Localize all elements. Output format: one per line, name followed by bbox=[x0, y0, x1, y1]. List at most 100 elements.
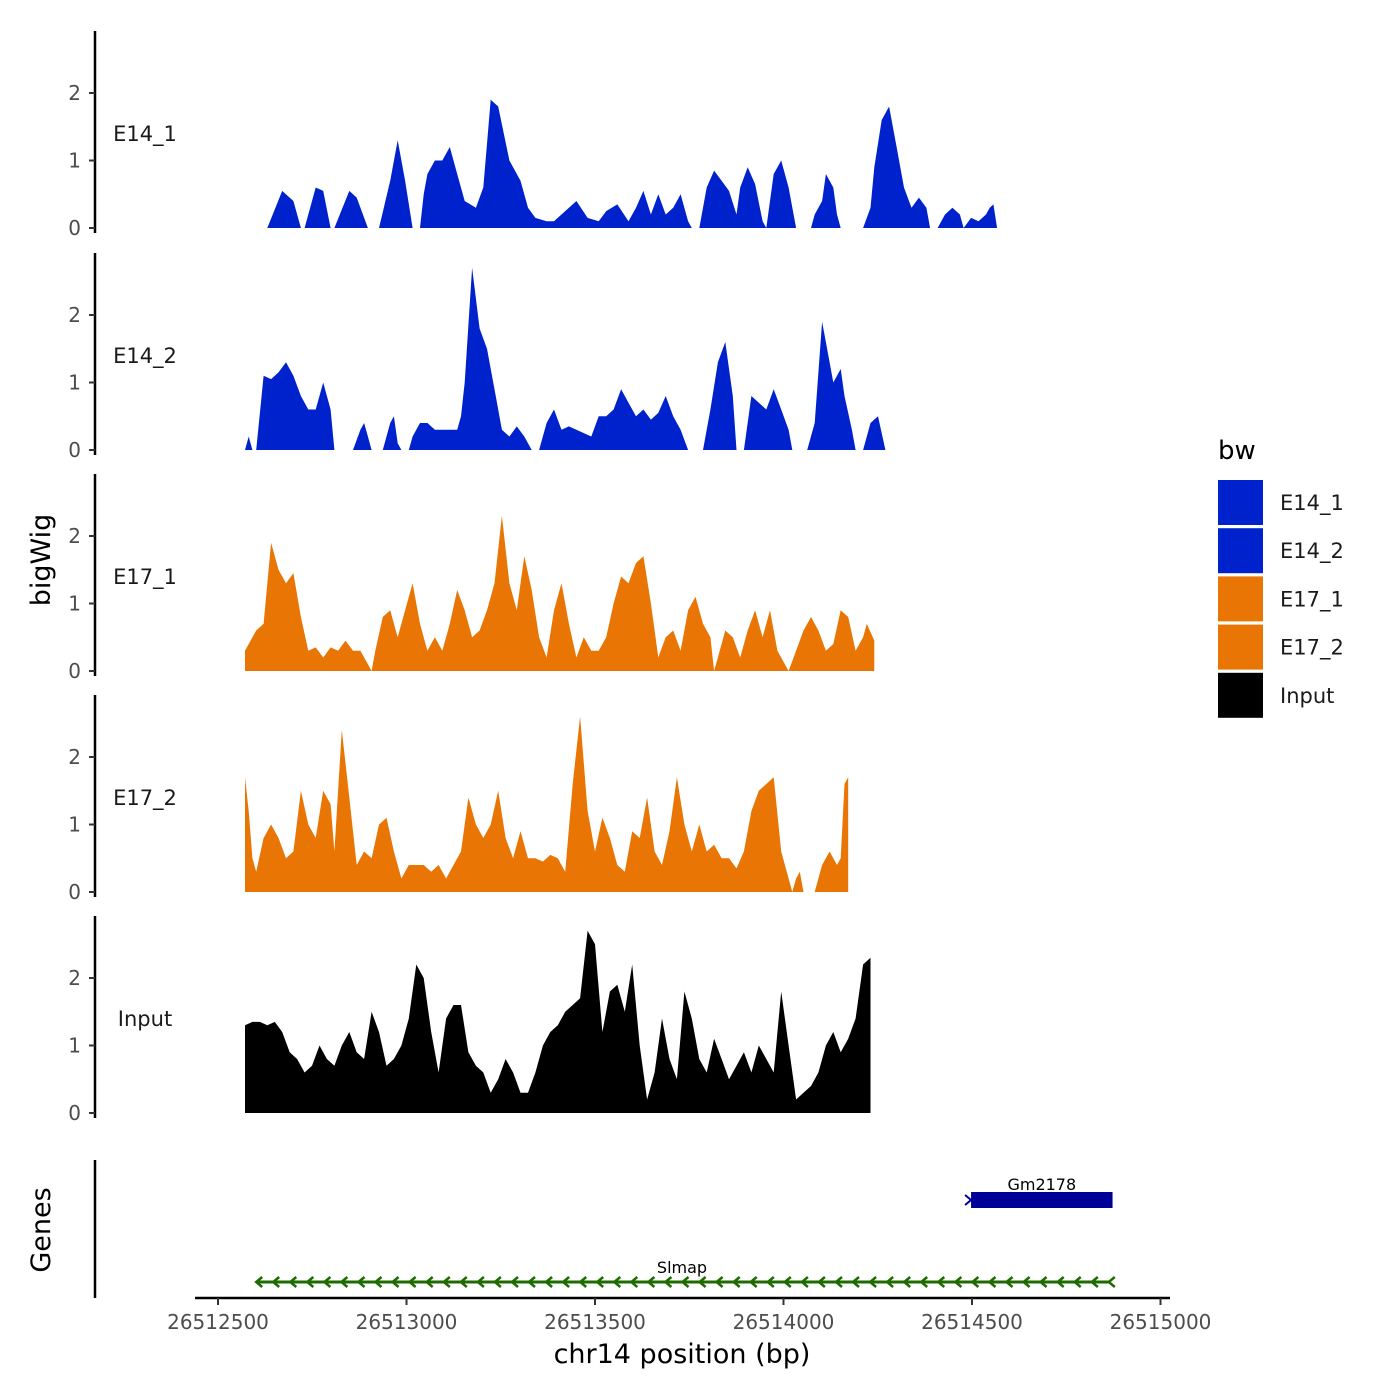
strand-arrow bbox=[612, 1276, 622, 1288]
track-label: Input bbox=[118, 1007, 172, 1031]
strand-arrow bbox=[322, 1276, 332, 1288]
strand-arrow bbox=[254, 1276, 264, 1288]
strand-arrow bbox=[475, 1276, 485, 1288]
strand-arrow bbox=[885, 1276, 894, 1288]
strand-arrow bbox=[339, 1276, 349, 1288]
y-tick-label: 1 bbox=[68, 813, 81, 837]
strand-arrow bbox=[407, 1276, 417, 1288]
coverage-area bbox=[743, 389, 793, 450]
legend-item-e14-2: E14_2 bbox=[1218, 528, 1344, 574]
track-label: E14_1 bbox=[113, 122, 177, 147]
strand-arrow bbox=[765, 1276, 775, 1288]
strand-arrow bbox=[919, 1276, 929, 1288]
y-tick-label: 2 bbox=[68, 745, 81, 769]
y-tick-label: 2 bbox=[68, 524, 81, 548]
legend-label: E14_2 bbox=[1280, 539, 1344, 564]
coverage-area bbox=[245, 362, 339, 450]
legend-swatch bbox=[1218, 576, 1263, 622]
x-tick-label: 26513500 bbox=[544, 1310, 646, 1334]
track-label: E17_2 bbox=[113, 786, 177, 811]
legend-item-e17-2: E17_2 bbox=[1218, 624, 1344, 670]
strand-arrow bbox=[868, 1276, 877, 1288]
strand-arrow bbox=[782, 1276, 792, 1288]
y-tick-label: 1 bbox=[68, 1034, 81, 1058]
strand-arrow bbox=[629, 1276, 639, 1288]
strand-arrow bbox=[680, 1276, 690, 1288]
strand-arrow bbox=[288, 1276, 298, 1288]
strand-arrow bbox=[834, 1276, 843, 1288]
gene-exon bbox=[971, 1192, 1113, 1208]
genes-panel: Gm2178 Slmap bbox=[93, 1160, 1116, 1298]
x-tick-label: 26515000 bbox=[1110, 1310, 1212, 1334]
strand-arrow bbox=[646, 1276, 656, 1288]
gene-label: Gm2178 bbox=[1007, 1175, 1076, 1194]
strand-arrow bbox=[356, 1276, 366, 1288]
strand-arrow bbox=[595, 1276, 605, 1288]
track-label: E14_2 bbox=[113, 344, 177, 369]
strand-arrow bbox=[424, 1276, 434, 1288]
track-panels: 0 1 2 E14_1 0 1 2 E14_2 0 1 2 E17_1 0 1 2 E17_2 0 1 2 Input bbox=[68, 31, 998, 1125]
strand-arrow bbox=[1021, 1276, 1031, 1288]
y-tick-label: 0 bbox=[68, 1101, 81, 1125]
strand-arrow bbox=[731, 1276, 741, 1288]
strand-arrow bbox=[510, 1276, 519, 1288]
strand-arrow bbox=[492, 1276, 502, 1288]
x-axis-title: chr14 position (bp) bbox=[554, 1339, 811, 1370]
x-tick-label: 26513000 bbox=[356, 1310, 458, 1334]
strand-arrow bbox=[964, 1194, 973, 1206]
strand-arrow bbox=[851, 1276, 860, 1288]
coverage-area bbox=[811, 174, 841, 228]
strand-arrow bbox=[902, 1276, 912, 1288]
track-e17-2: 0 1 2 E17_2 bbox=[68, 695, 849, 904]
coverage-area bbox=[245, 515, 875, 671]
coverage-area bbox=[863, 106, 998, 228]
strand-arrow bbox=[578, 1276, 588, 1288]
x-axis: 26512500 26513000 26513500 26514000 26514500… bbox=[167, 1296, 1212, 1334]
strand-arrow bbox=[1004, 1276, 1014, 1288]
y-tick-label: 2 bbox=[68, 966, 81, 990]
legend-label: Input bbox=[1280, 684, 1334, 708]
strand-arrow bbox=[936, 1276, 946, 1288]
coverage-area bbox=[382, 267, 689, 450]
track-e17-1: 0 1 2 E17_1 bbox=[68, 474, 875, 683]
strand-arrow bbox=[697, 1276, 707, 1288]
y-tick-label: 2 bbox=[68, 81, 81, 105]
y-tick-label: 1 bbox=[68, 371, 81, 395]
coverage-area bbox=[245, 716, 804, 892]
legend-swatch bbox=[1218, 624, 1263, 670]
coverage-area bbox=[245, 930, 871, 1113]
legend-title: bw bbox=[1218, 436, 1256, 466]
x-tick-label: 26514500 bbox=[921, 1310, 1023, 1334]
strand-arrow bbox=[714, 1276, 724, 1288]
coverage-area bbox=[703, 342, 737, 450]
strand-arrow bbox=[544, 1276, 553, 1288]
strand-arrow bbox=[816, 1276, 826, 1288]
strand-arrow bbox=[458, 1276, 468, 1288]
coverage-area bbox=[807, 321, 856, 450]
strand-arrow bbox=[441, 1276, 451, 1288]
y-tick-label: 0 bbox=[68, 659, 81, 683]
x-tick-label: 26514000 bbox=[733, 1310, 835, 1334]
strand-arrow bbox=[561, 1276, 570, 1288]
strand-arrow bbox=[748, 1276, 758, 1288]
legend-swatch bbox=[1218, 672, 1263, 718]
track-label: E17_1 bbox=[113, 565, 177, 590]
legend: bw E14_1 E14_2 E17_1 E17_2 Input bbox=[1218, 436, 1344, 718]
strand-arrow bbox=[970, 1276, 980, 1288]
strand-arrow bbox=[987, 1276, 997, 1288]
strand-arrow bbox=[1106, 1276, 1116, 1288]
strand-arrow bbox=[1055, 1276, 1065, 1288]
track-e14-1: 0 1 2 E14_1 bbox=[68, 31, 998, 240]
track-e14-2: 0 1 2 E14_2 bbox=[68, 253, 886, 462]
track-input: 0 1 2 Input bbox=[68, 916, 871, 1125]
legend-item-e14-1: E14_1 bbox=[1218, 480, 1344, 525]
y-tick-label: 1 bbox=[68, 149, 81, 173]
y-axis-title: bigWig bbox=[26, 514, 57, 607]
gene-slmap: Slmap bbox=[254, 1258, 1116, 1288]
strand-arrow bbox=[390, 1276, 400, 1288]
legend-label: E14_1 bbox=[1280, 491, 1344, 516]
legend-swatch bbox=[1218, 528, 1263, 574]
legend-item-input: Input bbox=[1218, 672, 1334, 718]
strand-arrow bbox=[271, 1276, 281, 1288]
